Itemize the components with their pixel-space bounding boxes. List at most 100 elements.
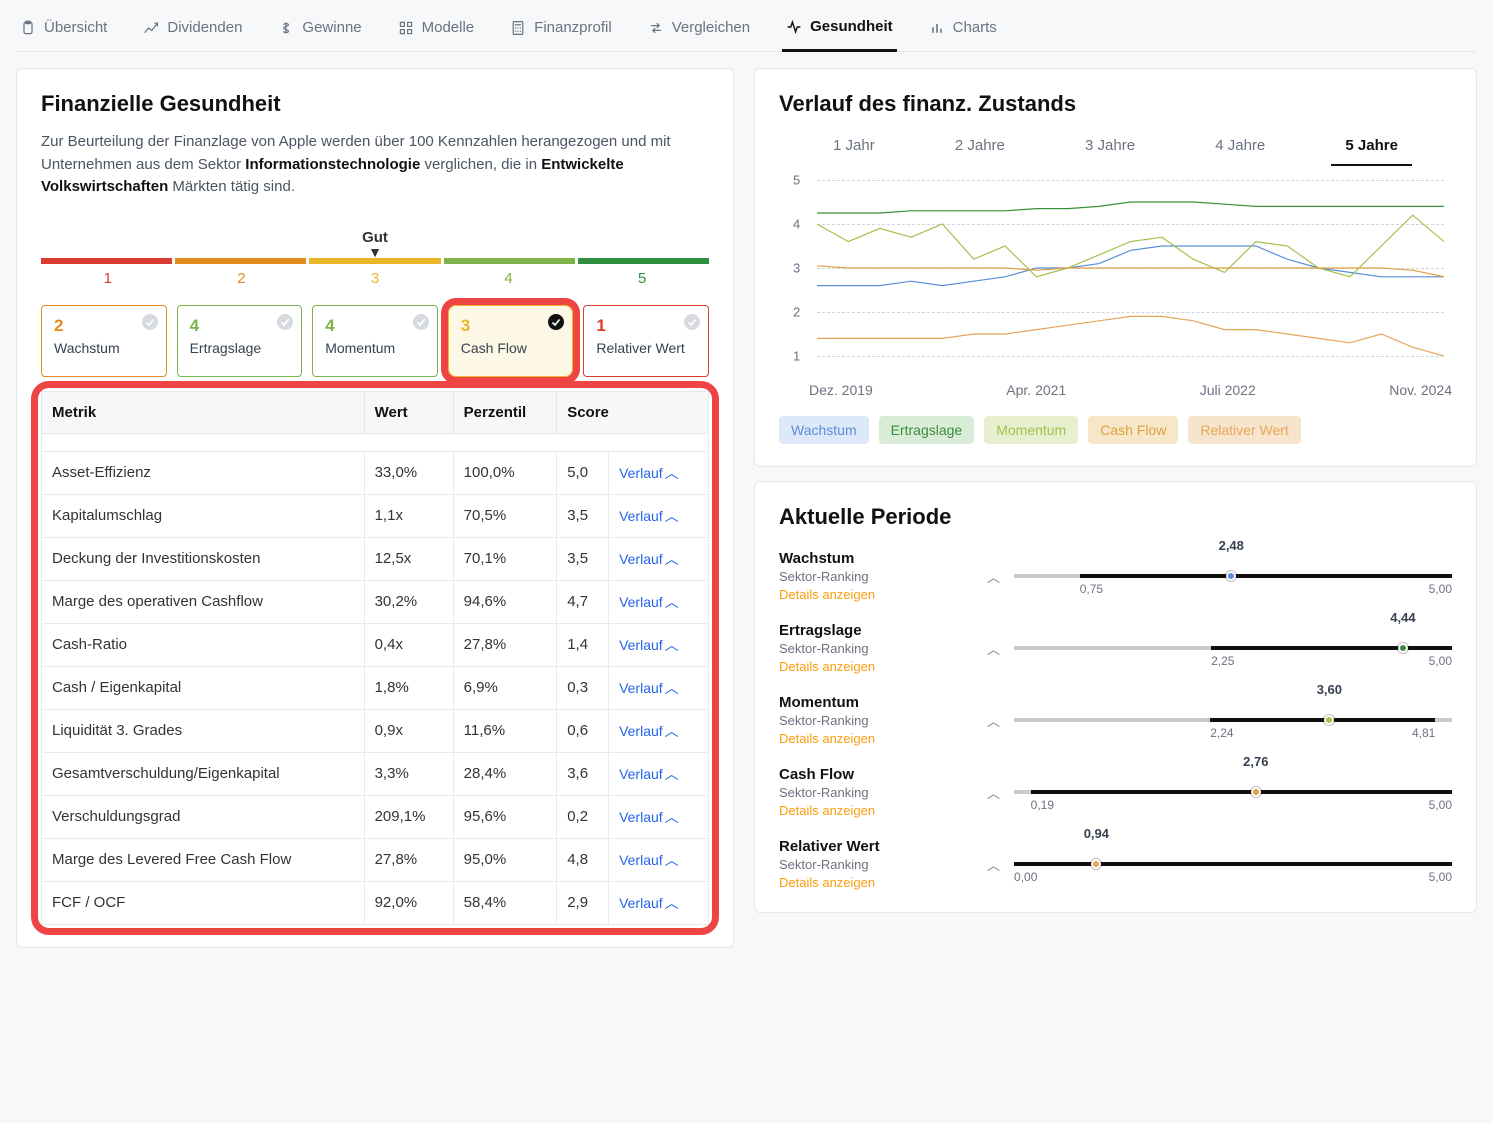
- y-tick-label: 2: [793, 305, 800, 320]
- chevron-up-icon: ︿: [665, 893, 679, 913]
- details-link[interactable]: Details anzeigen: [779, 875, 875, 890]
- scale-line: [1014, 790, 1452, 794]
- details-link[interactable]: Details anzeigen: [779, 803, 875, 818]
- chevron-up-icon[interactable]: ︿: [987, 783, 1000, 802]
- cell-score: 3,5: [557, 494, 609, 537]
- metric-row-wachstum: WachstumSektor-RankingDetails anzeigen︿2…: [779, 550, 1452, 602]
- table-header: Wert: [364, 391, 453, 433]
- cell-perz: 70,5%: [453, 494, 557, 537]
- tab-finanzprofil[interactable]: Finanzprofil: [506, 8, 616, 51]
- gauge-number: 4: [442, 270, 576, 287]
- check-icon: [548, 314, 564, 330]
- y-tick-label: 4: [793, 217, 800, 232]
- cell-wert: 12,5x: [364, 537, 453, 580]
- legend-item-wachstum[interactable]: Wachstum: [779, 416, 869, 444]
- tab-gewinne[interactable]: Gewinne: [274, 8, 365, 51]
- x-tick-label: Juli 2022: [1200, 382, 1256, 398]
- verlauf-link[interactable]: Verlauf ︿: [619, 463, 679, 483]
- verlauf-link[interactable]: Verlauf ︿: [619, 807, 679, 827]
- swap-icon: [648, 20, 664, 36]
- gauge-segment: [41, 258, 172, 264]
- metric-row-momentum: MomentumSektor-RankingDetails anzeigen︿3…: [779, 694, 1452, 746]
- cell-wert: 0,9x: [364, 709, 453, 752]
- tab-gesundheit[interactable]: Gesundheit: [782, 8, 897, 52]
- metric-sublabel: Sektor-Ranking: [779, 641, 979, 656]
- legend-item-relativer wert[interactable]: Relativer Wert: [1188, 416, 1300, 444]
- score-box-momentum[interactable]: 4Momentum: [312, 305, 438, 377]
- scale-min: 0,00: [1014, 870, 1037, 884]
- scale-line: [1014, 646, 1452, 650]
- period-tab[interactable]: 3 Jahre: [1071, 131, 1149, 166]
- scale-min: 2,24: [1210, 726, 1233, 740]
- scale-line: [1014, 862, 1452, 866]
- period-tab[interactable]: 2 Jahre: [941, 131, 1019, 166]
- grid-icon: [398, 20, 414, 36]
- chevron-up-icon[interactable]: ︿: [987, 567, 1000, 586]
- cell-perz: 11,6%: [453, 709, 557, 752]
- chevron-up-icon[interactable]: ︿: [987, 639, 1000, 658]
- legend-item-cash flow[interactable]: Cash Flow: [1088, 416, 1178, 444]
- gauge-segment: [309, 258, 440, 264]
- score-number: 2: [54, 316, 154, 336]
- cell-metric: Marge des operativen Cashflow: [42, 580, 365, 623]
- cell-wert: 30,2%: [364, 580, 453, 623]
- legend-item-ertragslage[interactable]: Ertragslage: [879, 416, 975, 444]
- details-link[interactable]: Details anzeigen: [779, 587, 875, 602]
- table-row: Cash / Eigenkapital1,8%6,9%0,3Verlauf ︿: [42, 666, 709, 709]
- cell-score: 5,0: [557, 451, 609, 494]
- tab-label: Charts: [953, 19, 997, 36]
- verlauf-link[interactable]: Verlauf ︿: [619, 764, 679, 784]
- table-row: Marge des Levered Free Cash Flow27,8%95,…: [42, 838, 709, 881]
- score-label: Cash Flow: [461, 340, 561, 357]
- verlauf-link[interactable]: Verlauf ︿: [619, 721, 679, 741]
- cell-wert: 3,3%: [364, 752, 453, 795]
- period-tab[interactable]: 5 Jahre: [1331, 131, 1412, 166]
- score-box-relativer-wert[interactable]: 1 Relativer Wert: [583, 305, 709, 377]
- scale-value: 3,60: [1317, 682, 1342, 697]
- pulse-icon: [786, 19, 802, 35]
- y-tick-label: 5: [793, 173, 800, 188]
- period-tab[interactable]: 1 Jahr: [819, 131, 889, 166]
- verlauf-link[interactable]: Verlauf ︿: [619, 635, 679, 655]
- chevron-up-icon[interactable]: ︿: [987, 855, 1000, 874]
- chevron-up-icon: ︿: [665, 463, 679, 483]
- score-label: Relativer Wert: [596, 340, 696, 357]
- cell-wert: 92,0%: [364, 881, 453, 924]
- history-card: Verlauf des finanz. Zustands 1 Jahr2 Jah…: [754, 68, 1477, 467]
- tab-vergleichen[interactable]: Vergleichen: [644, 8, 754, 51]
- tab-dividenden[interactable]: Dividenden: [139, 8, 246, 51]
- tab-charts[interactable]: Charts: [925, 8, 1001, 51]
- verlauf-link[interactable]: Verlauf ︿: [619, 893, 679, 913]
- score-box-cash-flow[interactable]: 3Cash Flow: [448, 305, 574, 377]
- x-tick-label: Apr. 2021: [1006, 382, 1066, 398]
- fin-health-title: Finanzielle Gesundheit: [41, 91, 709, 117]
- verlauf-link[interactable]: Verlauf ︿: [619, 678, 679, 698]
- verlauf-link[interactable]: Verlauf ︿: [619, 549, 679, 569]
- tab-übersicht[interactable]: Übersicht: [16, 8, 111, 51]
- tab-label: Vergleichen: [672, 19, 750, 36]
- chevron-up-icon[interactable]: ︿: [987, 711, 1000, 730]
- scale-min: 2,25: [1211, 654, 1234, 668]
- verlauf-link[interactable]: Verlauf ︿: [619, 592, 679, 612]
- tab-modelle[interactable]: Modelle: [394, 8, 479, 51]
- details-link[interactable]: Details anzeigen: [779, 659, 875, 674]
- score-box-ertragslage[interactable]: 4Ertragslage: [177, 305, 303, 377]
- scale-min: 0,75: [1080, 582, 1103, 596]
- cell-wert: 1,8%: [364, 666, 453, 709]
- chart-line-relativer wert: [817, 316, 1444, 356]
- scale-dot: [1251, 787, 1261, 797]
- tab-label: Dividenden: [167, 19, 242, 36]
- details-link[interactable]: Details anzeigen: [779, 731, 875, 746]
- period-tab[interactable]: 4 Jahre: [1201, 131, 1279, 166]
- check-icon: [684, 314, 700, 330]
- verlauf-link[interactable]: Verlauf ︿: [619, 850, 679, 870]
- tab-label: Gesundheit: [810, 18, 893, 35]
- gauge-number: 1: [41, 270, 175, 287]
- scale-max: 5,00: [1429, 798, 1452, 812]
- score-number: 1: [596, 316, 696, 336]
- score-box-wachstum[interactable]: 2Wachstum: [41, 305, 167, 377]
- verlauf-link[interactable]: Verlauf ︿: [619, 506, 679, 526]
- metrics-table-wrap: MetrikWertPerzentilScore Asset-Effizienz…: [41, 391, 709, 925]
- legend-item-momentum[interactable]: Momentum: [984, 416, 1078, 444]
- metric-sublabel: Sektor-Ranking: [779, 569, 979, 584]
